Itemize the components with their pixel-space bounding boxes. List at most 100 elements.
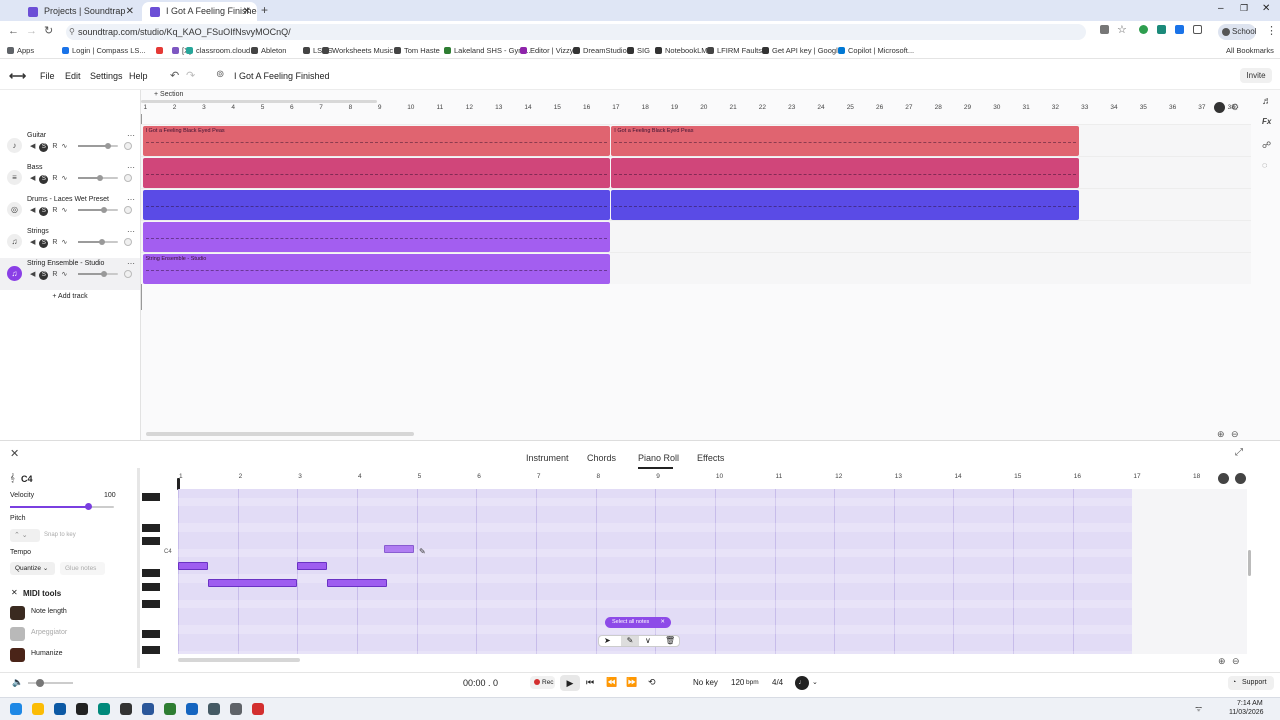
roll-ruler-number[interactable]: 8 bbox=[596, 473, 601, 480]
track-volume-slider[interactable] bbox=[78, 239, 118, 245]
add-track-button[interactable]: + Add track bbox=[0, 290, 140, 304]
audio-region[interactable] bbox=[142, 222, 611, 252]
midi-note[interactable] bbox=[178, 562, 208, 570]
track-name[interactable]: Guitar bbox=[27, 132, 47, 139]
ruler-number[interactable]: 21 bbox=[729, 104, 737, 111]
roll-ruler-number[interactable]: 7 bbox=[536, 473, 541, 480]
clock-date[interactable]: 11/03/2026 bbox=[1229, 709, 1264, 716]
bookmark-item[interactable]: Tom Haste bbox=[394, 46, 440, 56]
ruler-number[interactable]: 11 bbox=[436, 104, 444, 111]
pan-knob-icon[interactable] bbox=[124, 270, 132, 278]
master-volume-slider[interactable] bbox=[28, 679, 73, 687]
record-button[interactable]: Rec bbox=[530, 676, 555, 689]
fast-forward-icon[interactable]: ⏩ bbox=[626, 677, 638, 687]
track-lane[interactable]: String Ensemble - Studio bbox=[141, 252, 1251, 284]
midi-note[interactable] bbox=[297, 562, 328, 570]
back-icon[interactable]: ← bbox=[8, 25, 19, 37]
roll-zoom-in-icon[interactable]: ⊕ bbox=[1218, 656, 1226, 666]
bookmark-item[interactable]: DreamStudio bbox=[573, 46, 627, 56]
ruler-number[interactable]: 12 bbox=[465, 104, 474, 111]
roll-ruler-number[interactable]: 11 bbox=[775, 473, 783, 480]
loop-icon[interactable]: ⟲ bbox=[648, 677, 656, 687]
roll-ruler-number[interactable]: 13 bbox=[894, 473, 903, 480]
menu-file[interactable]: File bbox=[40, 71, 55, 81]
ruler-number[interactable]: 27 bbox=[905, 104, 913, 111]
maximize-window-icon[interactable]: ❐ bbox=[1240, 3, 1249, 13]
piano-keyboard[interactable]: C4 bbox=[142, 489, 178, 654]
mute-icon[interactable]: ◀ bbox=[30, 143, 36, 150]
snap-to-key-toggle[interactable]: Snap to key bbox=[44, 529, 94, 542]
ruler-number[interactable]: 38 bbox=[1227, 104, 1235, 111]
midi-tool-item[interactable]: Arpeggiator bbox=[10, 626, 130, 642]
ruler-number[interactable]: 29 bbox=[963, 104, 972, 111]
master-volume-knob[interactable] bbox=[36, 679, 44, 687]
select-all-notes-pill[interactable]: Select all notes ✕ bbox=[605, 617, 671, 628]
chat-icon[interactable]: ◌ bbox=[1262, 160, 1268, 170]
ruler-number[interactable]: 37 bbox=[1198, 104, 1206, 111]
mute-icon[interactable]: ◀ bbox=[30, 207, 36, 214]
roll-ruler-number[interactable]: 1 bbox=[179, 473, 183, 480]
bookmark-item[interactable]: Apps bbox=[7, 46, 34, 56]
word-icon[interactable] bbox=[142, 703, 154, 715]
audio-region[interactable]: String Ensemble - Studio bbox=[142, 254, 611, 284]
timeline-settings-icon[interactable]: ⚙ bbox=[1231, 102, 1240, 112]
track-more-icon[interactable]: ⋯ bbox=[127, 227, 135, 236]
automation-icon[interactable]: ∿ bbox=[61, 239, 68, 246]
extension-blue-icon[interactable] bbox=[1175, 25, 1184, 34]
horizontal-scrollbar[interactable] bbox=[146, 432, 414, 436]
bookmark-item[interactable]: Login | Compass LS... bbox=[62, 46, 146, 56]
tab-chords[interactable]: Chords bbox=[587, 453, 617, 463]
solo-icon[interactable]: S bbox=[39, 271, 49, 280]
record-arm-icon[interactable]: R bbox=[52, 207, 58, 214]
track-volume-slider[interactable] bbox=[78, 271, 118, 277]
volume-knob[interactable] bbox=[101, 207, 107, 213]
track-header[interactable]: ♫ Strings ◀ S R ∿ ⋯ bbox=[0, 226, 140, 258]
solo-icon[interactable]: S bbox=[39, 239, 49, 248]
ruler-number[interactable]: 8 bbox=[348, 104, 353, 111]
roll-ruler-number[interactable]: 6 bbox=[477, 473, 481, 480]
velocity-slider[interactable] bbox=[10, 503, 114, 510]
app-green-icon[interactable] bbox=[164, 703, 176, 715]
roll-ruler-number[interactable]: 17 bbox=[1133, 473, 1141, 480]
record-arm-icon[interactable]: R bbox=[52, 271, 58, 278]
automation-icon[interactable]: ∿ bbox=[61, 143, 68, 150]
midi-tool-item[interactable]: Note length bbox=[10, 605, 130, 621]
black-key[interactable] bbox=[142, 537, 160, 545]
bookmark-item[interactable]: Lakeland SHS - Gym... bbox=[444, 46, 531, 56]
roll-ruler-number[interactable]: 15 bbox=[1014, 473, 1022, 480]
black-key[interactable] bbox=[142, 600, 160, 608]
ruler-number[interactable]: 30 bbox=[993, 104, 1001, 111]
black-key[interactable] bbox=[142, 493, 160, 501]
roll-ruler-number[interactable]: 10 bbox=[715, 473, 724, 480]
bookmark-item[interactable]: Ableton bbox=[251, 46, 286, 56]
profile-chip[interactable]: School bbox=[1218, 24, 1256, 40]
roll-ruler-number[interactable]: 12 bbox=[835, 473, 843, 480]
track-volume-slider[interactable] bbox=[78, 207, 118, 213]
close-window-icon[interactable]: ✕ bbox=[1262, 3, 1271, 14]
bookmark-item[interactable]: Editor | Vizzy bbox=[520, 46, 574, 56]
ruler-number[interactable]: 18 bbox=[641, 104, 649, 111]
roll-ruler-number[interactable]: 3 bbox=[298, 473, 302, 480]
expand-editor-icon[interactable]: ⤢ bbox=[1235, 447, 1243, 458]
zoom-in-icon[interactable]: ⊕ bbox=[1217, 429, 1225, 439]
tab-piano-roll[interactable]: Piano Roll bbox=[638, 453, 680, 463]
black-key[interactable] bbox=[142, 569, 160, 577]
play-button[interactable]: ▶ bbox=[560, 675, 580, 691]
bookmark-item[interactable]: Copilot | Microsoft... bbox=[838, 46, 914, 56]
all-bookmarks[interactable]: All Bookmarks bbox=[1226, 46, 1274, 56]
automation-icon[interactable]: ∿ bbox=[61, 207, 68, 214]
windows-icon[interactable] bbox=[10, 703, 22, 715]
bookmark-item[interactable] bbox=[156, 46, 166, 56]
roll-ruler-number[interactable]: 9 bbox=[656, 473, 660, 480]
midi-note[interactable] bbox=[207, 579, 298, 587]
ruler-number[interactable]: 6 bbox=[290, 104, 294, 111]
audio-region[interactable] bbox=[611, 158, 1080, 188]
roll-horizontal-scrollbar[interactable] bbox=[178, 658, 300, 662]
clock-time[interactable]: 7:14 AM bbox=[1237, 700, 1263, 707]
metronome-timeline-icon[interactable] bbox=[1214, 102, 1225, 113]
pan-knob-icon[interactable] bbox=[124, 174, 132, 182]
track-name[interactable]: Bass bbox=[27, 164, 43, 171]
ruler-number[interactable]: 9 bbox=[377, 104, 382, 111]
roll-metronome-icon[interactable] bbox=[1218, 473, 1229, 484]
midi-note[interactable] bbox=[327, 579, 387, 587]
